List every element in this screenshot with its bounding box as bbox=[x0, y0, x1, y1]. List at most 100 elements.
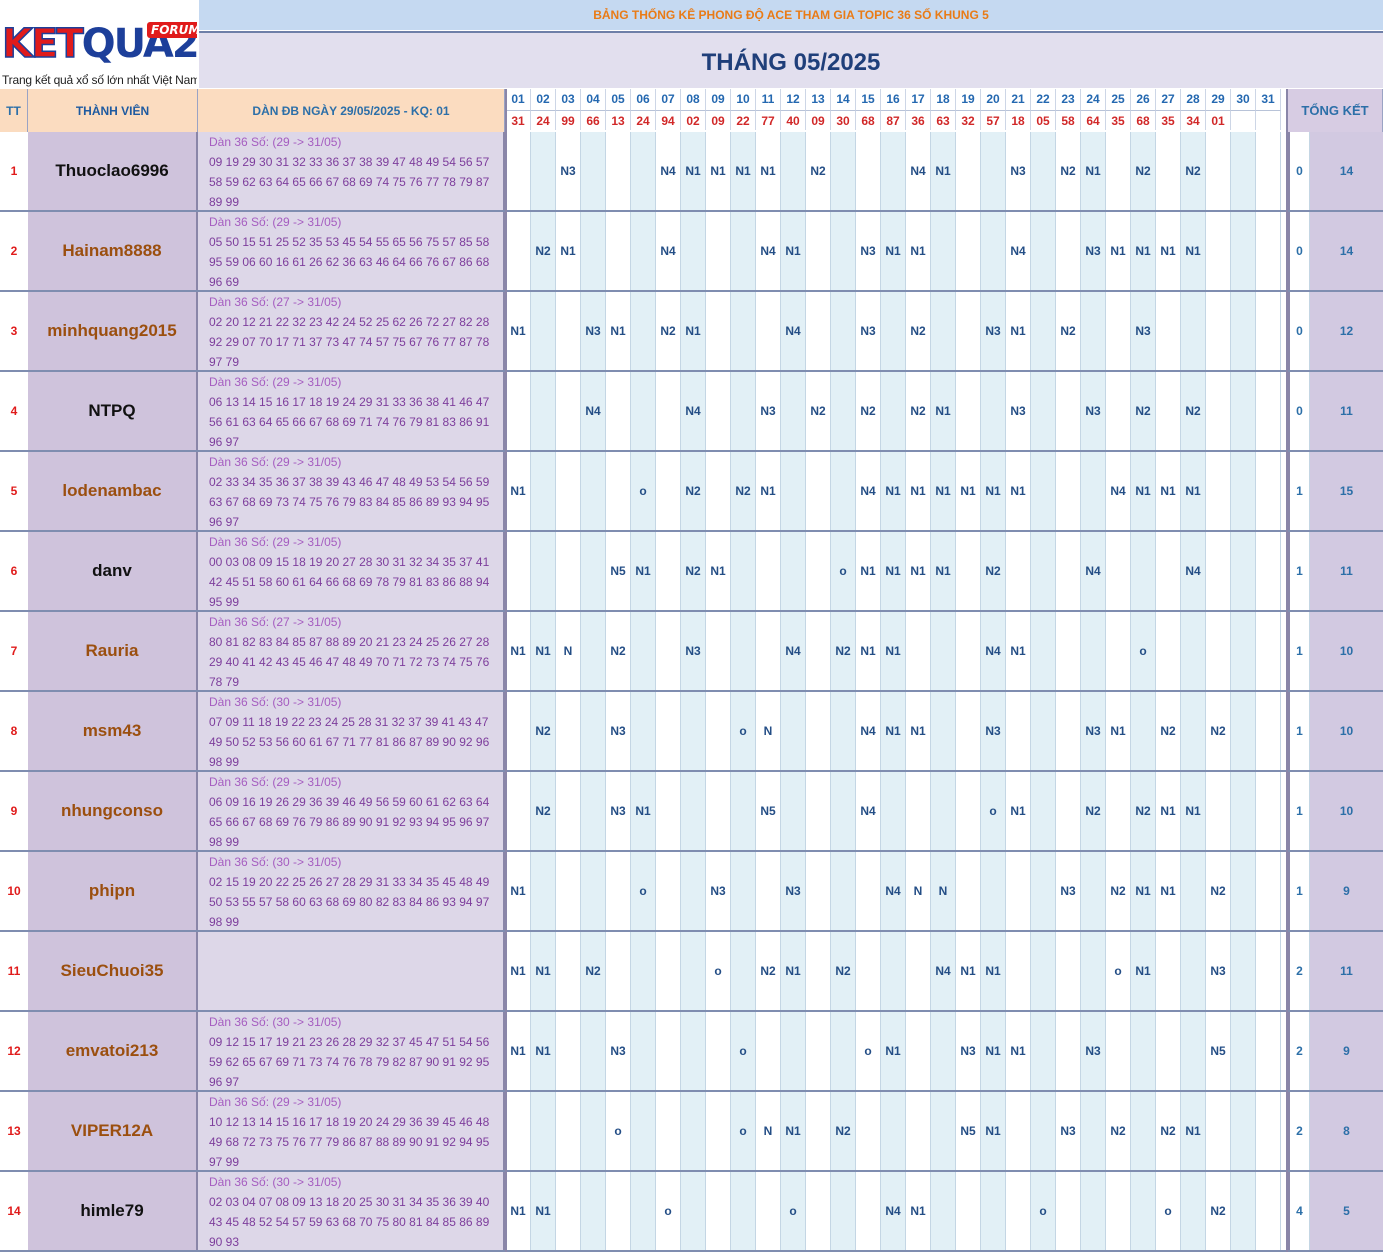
member-number-set: Dàn 36 Số: (29 -> 31/05) 10 12 13 14 15 1… bbox=[198, 1092, 505, 1170]
number-set-line: 80 81 82 83 84 85 87 88 89 20 21 23 24 2… bbox=[209, 635, 490, 649]
day-hit-cell bbox=[1006, 532, 1031, 610]
day-hit-cell bbox=[606, 1172, 631, 1250]
member-name[interactable]: Hainam8888 bbox=[28, 212, 198, 290]
day-hit-cell bbox=[806, 692, 831, 770]
day-hit-cell bbox=[1131, 1172, 1156, 1250]
day-result: 35 bbox=[1106, 110, 1131, 130]
day-hit-cell: N3 bbox=[756, 372, 781, 450]
day-hit-cell: N1 bbox=[1006, 292, 1031, 370]
table-row: 6 danv Dàn 36 Số: (29 -> 31/05) 00 03 08 09… bbox=[0, 532, 1383, 612]
number-set-line: 06 13 14 15 16 17 18 19 24 29 31 33 36 3… bbox=[209, 395, 490, 409]
day-hit-cell: o bbox=[856, 1012, 881, 1090]
member-name[interactable]: himle79 bbox=[28, 1172, 198, 1250]
day-hit-cell bbox=[681, 1012, 706, 1090]
total-score: 11 bbox=[1310, 532, 1383, 610]
day-hit-cell: N4 bbox=[1106, 452, 1131, 530]
number-set-line: 98 99 bbox=[209, 915, 240, 929]
day-result: 94 bbox=[656, 110, 681, 130]
day-hit-cell bbox=[1056, 532, 1081, 610]
row-index: 5 bbox=[0, 452, 29, 530]
number-set-line: 58 59 62 63 64 65 66 67 68 69 74 75 76 7… bbox=[209, 175, 490, 189]
day-hit-cell bbox=[806, 772, 831, 850]
miss-count: 2 bbox=[1288, 1012, 1310, 1090]
day-hit-cell bbox=[981, 372, 1006, 450]
day-hit-cell bbox=[556, 852, 581, 930]
day-hit-cell: N2 bbox=[1181, 372, 1206, 450]
member-name[interactable]: Thuoclao6996 bbox=[28, 132, 198, 210]
member-name[interactable]: SieuChuoi35 bbox=[28, 932, 198, 1010]
day-hit-cell bbox=[706, 1092, 731, 1170]
day-hit-cell bbox=[881, 1092, 906, 1170]
day-hit-cell: N1 bbox=[1156, 452, 1181, 530]
number-set-header: Dàn 36 Số: (29 -> 31/05) bbox=[209, 135, 342, 149]
day-result: 40 bbox=[781, 110, 806, 130]
day-header: 12 bbox=[781, 89, 806, 110]
member-name[interactable]: VIPER12A bbox=[28, 1092, 198, 1170]
day-hit-cell bbox=[631, 1172, 656, 1250]
member-number-set: Dàn 36 Số: (27 -> 31/05) 80 81 82 83 84 8… bbox=[198, 612, 505, 690]
day-hit-cell bbox=[806, 612, 831, 690]
day-hit-cell bbox=[1206, 132, 1231, 210]
miss-count: 2 bbox=[1288, 1092, 1310, 1170]
day-header: 09 bbox=[706, 89, 731, 110]
day-hit-cell bbox=[1031, 612, 1056, 690]
day-header: 06 bbox=[631, 89, 656, 110]
day-result: 68 bbox=[856, 110, 881, 130]
day-hit-cell bbox=[931, 1092, 956, 1170]
day-hit-cell: N1 bbox=[606, 292, 631, 370]
day-hit-cell: N2 bbox=[756, 932, 781, 1010]
day-result: 01 bbox=[1206, 110, 1231, 130]
day-hit-cell: N5 bbox=[956, 1092, 981, 1170]
table-row: 14 himle79 Dàn 36 Số: (30 -> 31/05) 02 03 0… bbox=[0, 1172, 1383, 1252]
member-name[interactable]: phipn bbox=[28, 852, 198, 930]
day-hit-cell bbox=[1256, 1012, 1281, 1090]
forum-logo[interactable]: KETQUA2 FORUM Trang kết quả xổ số lớn nh… bbox=[0, 0, 197, 89]
member-name[interactable]: NTPQ bbox=[28, 372, 198, 450]
day-hit-cell bbox=[931, 212, 956, 290]
number-set-line: 96 69 bbox=[209, 275, 240, 289]
day-header: 23 bbox=[1056, 89, 1081, 110]
day-hit-cell: o bbox=[831, 532, 856, 610]
member-name[interactable]: emvatoi213 bbox=[28, 1012, 198, 1090]
day-hit-cell: N3 bbox=[1131, 292, 1156, 370]
day-hit-cell bbox=[1156, 612, 1181, 690]
day-hit-cell bbox=[756, 292, 781, 370]
row-index: 13 bbox=[0, 1092, 29, 1170]
day-hit-cell bbox=[1131, 692, 1156, 770]
total-score: 11 bbox=[1310, 372, 1383, 450]
row-index: 8 bbox=[0, 692, 29, 770]
day-hit-cell: N1 bbox=[781, 1092, 806, 1170]
day-result: 68 bbox=[1131, 110, 1156, 130]
day-hit-cell bbox=[581, 692, 606, 770]
member-name[interactable]: lodenambac bbox=[28, 452, 198, 530]
day-hit-cell bbox=[1181, 612, 1206, 690]
member-name[interactable]: Rauria bbox=[28, 612, 198, 690]
day-hit-cell bbox=[956, 692, 981, 770]
day-hit-cell: N4 bbox=[781, 612, 806, 690]
total-score: 8 bbox=[1310, 1092, 1383, 1170]
member-name[interactable]: msm43 bbox=[28, 692, 198, 770]
day-hit-cell bbox=[1006, 852, 1031, 930]
member-name[interactable]: minhquang2015 bbox=[28, 292, 198, 370]
day-hit-cell bbox=[581, 1092, 606, 1170]
day-hit-cell: N2 bbox=[981, 532, 1006, 610]
day-header: 05 bbox=[606, 89, 631, 110]
day-hit-cell: N1 bbox=[856, 612, 881, 690]
member-name[interactable]: danv bbox=[28, 532, 198, 610]
day-hit-cell bbox=[1106, 372, 1131, 450]
day-hit-cell: N1 bbox=[906, 692, 931, 770]
day-hit-cell bbox=[1231, 452, 1256, 530]
day-hit-cell: N2 bbox=[1106, 852, 1131, 930]
day-hit-cell bbox=[556, 372, 581, 450]
member-number-set: Dàn 36 Số: (27 -> 31/05) 02 20 12 21 22 3… bbox=[198, 292, 505, 370]
day-hit-cell bbox=[981, 132, 1006, 210]
day-hit-cell bbox=[881, 292, 906, 370]
day-hit-cell bbox=[1181, 1012, 1206, 1090]
day-hit-cell bbox=[1231, 132, 1256, 210]
total-score: 12 bbox=[1310, 292, 1383, 370]
day-hit-cell: N3 bbox=[1006, 132, 1031, 210]
member-name[interactable]: nhungconso bbox=[28, 772, 198, 850]
day-hit-cell: N3 bbox=[606, 1012, 631, 1090]
day-hit-cell: N3 bbox=[956, 1012, 981, 1090]
day-hit-cell bbox=[806, 532, 831, 610]
